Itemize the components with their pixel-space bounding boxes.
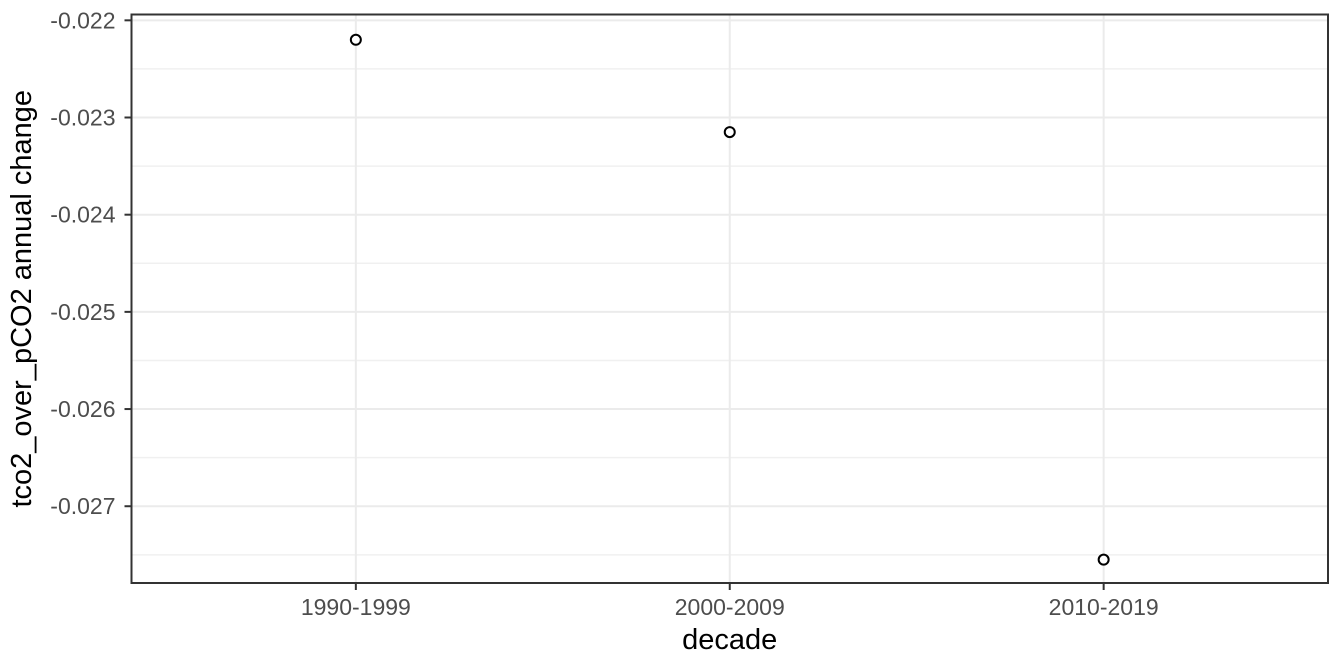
data-point [1097, 553, 1110, 566]
x-tick-label: 2000-2009 [675, 594, 785, 620]
y-tick-label: -0.026 [50, 396, 115, 422]
axis-tick-labels: -0.022 -0.023 -0.024 -0.025 -0.026 -0.027 1990… [50, 7, 1158, 620]
x-tick-label: 2010-2019 [1049, 594, 1159, 620]
data-point [723, 126, 736, 139]
gridlines-major [131, 14, 1328, 583]
data-points [349, 33, 1110, 566]
x-tick-label: 1990-1999 [301, 594, 411, 620]
y-tick-label: -0.027 [50, 493, 115, 519]
y-axis-title: tco2_over_pCO2 annual change [6, 90, 38, 508]
axis-ticks [124, 19, 1105, 590]
y-tick-label: -0.023 [50, 105, 115, 131]
y-tick-label: -0.022 [50, 7, 115, 33]
y-tick-label: -0.024 [50, 202, 115, 228]
y-tick-label: -0.025 [50, 299, 115, 325]
data-point [349, 33, 362, 46]
x-axis-title: decade [682, 624, 777, 656]
